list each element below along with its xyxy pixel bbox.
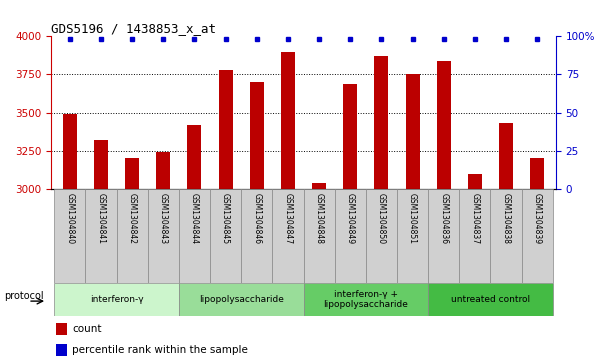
- Text: GSM1304851: GSM1304851: [408, 193, 417, 244]
- Bar: [406, 74, 419, 189]
- Text: GDS5196 / 1438853_x_at: GDS5196 / 1438853_x_at: [51, 22, 216, 35]
- Bar: [437, 61, 451, 189]
- Bar: [250, 82, 264, 189]
- Bar: [468, 174, 482, 189]
- Text: lipopolysaccharide: lipopolysaccharide: [199, 295, 284, 304]
- Bar: [343, 83, 357, 189]
- Text: count: count: [72, 324, 102, 334]
- Bar: [397, 189, 428, 283]
- Bar: [85, 189, 117, 283]
- Text: GSM1304846: GSM1304846: [252, 193, 261, 245]
- Text: GSM1304836: GSM1304836: [439, 193, 448, 245]
- Text: GSM1304844: GSM1304844: [190, 193, 199, 245]
- Bar: [179, 189, 210, 283]
- Bar: [312, 183, 326, 189]
- Bar: [522, 189, 553, 283]
- Text: GSM1304848: GSM1304848: [314, 193, 323, 244]
- Bar: [530, 158, 545, 189]
- Bar: [428, 189, 459, 283]
- Text: interferon-γ +
lipopolysaccharide: interferon-γ + lipopolysaccharide: [323, 290, 408, 309]
- Text: GSM1304843: GSM1304843: [159, 193, 168, 245]
- Bar: [304, 189, 335, 283]
- Text: GSM1304841: GSM1304841: [96, 193, 105, 244]
- Bar: [210, 189, 241, 283]
- Bar: [63, 114, 77, 189]
- Text: GSM1304837: GSM1304837: [471, 193, 480, 245]
- Bar: [241, 189, 272, 283]
- Text: GSM1304850: GSM1304850: [377, 193, 386, 245]
- Text: GSM1304838: GSM1304838: [502, 193, 511, 244]
- Bar: [188, 125, 201, 189]
- Bar: [335, 189, 366, 283]
- Bar: [56, 344, 67, 356]
- Bar: [54, 283, 179, 316]
- Text: percentile rank within the sample: percentile rank within the sample: [72, 345, 248, 355]
- Bar: [428, 283, 553, 316]
- Bar: [374, 56, 388, 189]
- Text: protocol: protocol: [4, 291, 44, 301]
- Bar: [56, 323, 67, 335]
- Bar: [156, 152, 170, 189]
- Text: GSM1304842: GSM1304842: [127, 193, 136, 244]
- Text: GSM1304840: GSM1304840: [66, 193, 75, 245]
- Text: untreated control: untreated control: [451, 295, 530, 304]
- Bar: [490, 189, 522, 283]
- Bar: [366, 189, 397, 283]
- Text: interferon-γ: interferon-γ: [90, 295, 144, 304]
- Text: GSM1304849: GSM1304849: [346, 193, 355, 245]
- Bar: [179, 283, 304, 316]
- Text: GSM1304847: GSM1304847: [284, 193, 293, 245]
- Bar: [148, 189, 179, 283]
- Bar: [281, 52, 295, 189]
- Bar: [117, 189, 148, 283]
- Text: GSM1304845: GSM1304845: [221, 193, 230, 245]
- Bar: [499, 123, 513, 189]
- Bar: [304, 283, 428, 316]
- Bar: [219, 70, 233, 189]
- Bar: [54, 189, 85, 283]
- Text: GSM1304839: GSM1304839: [532, 193, 542, 245]
- Bar: [272, 189, 304, 283]
- Bar: [459, 189, 490, 283]
- Bar: [94, 140, 108, 189]
- Bar: [125, 158, 139, 189]
